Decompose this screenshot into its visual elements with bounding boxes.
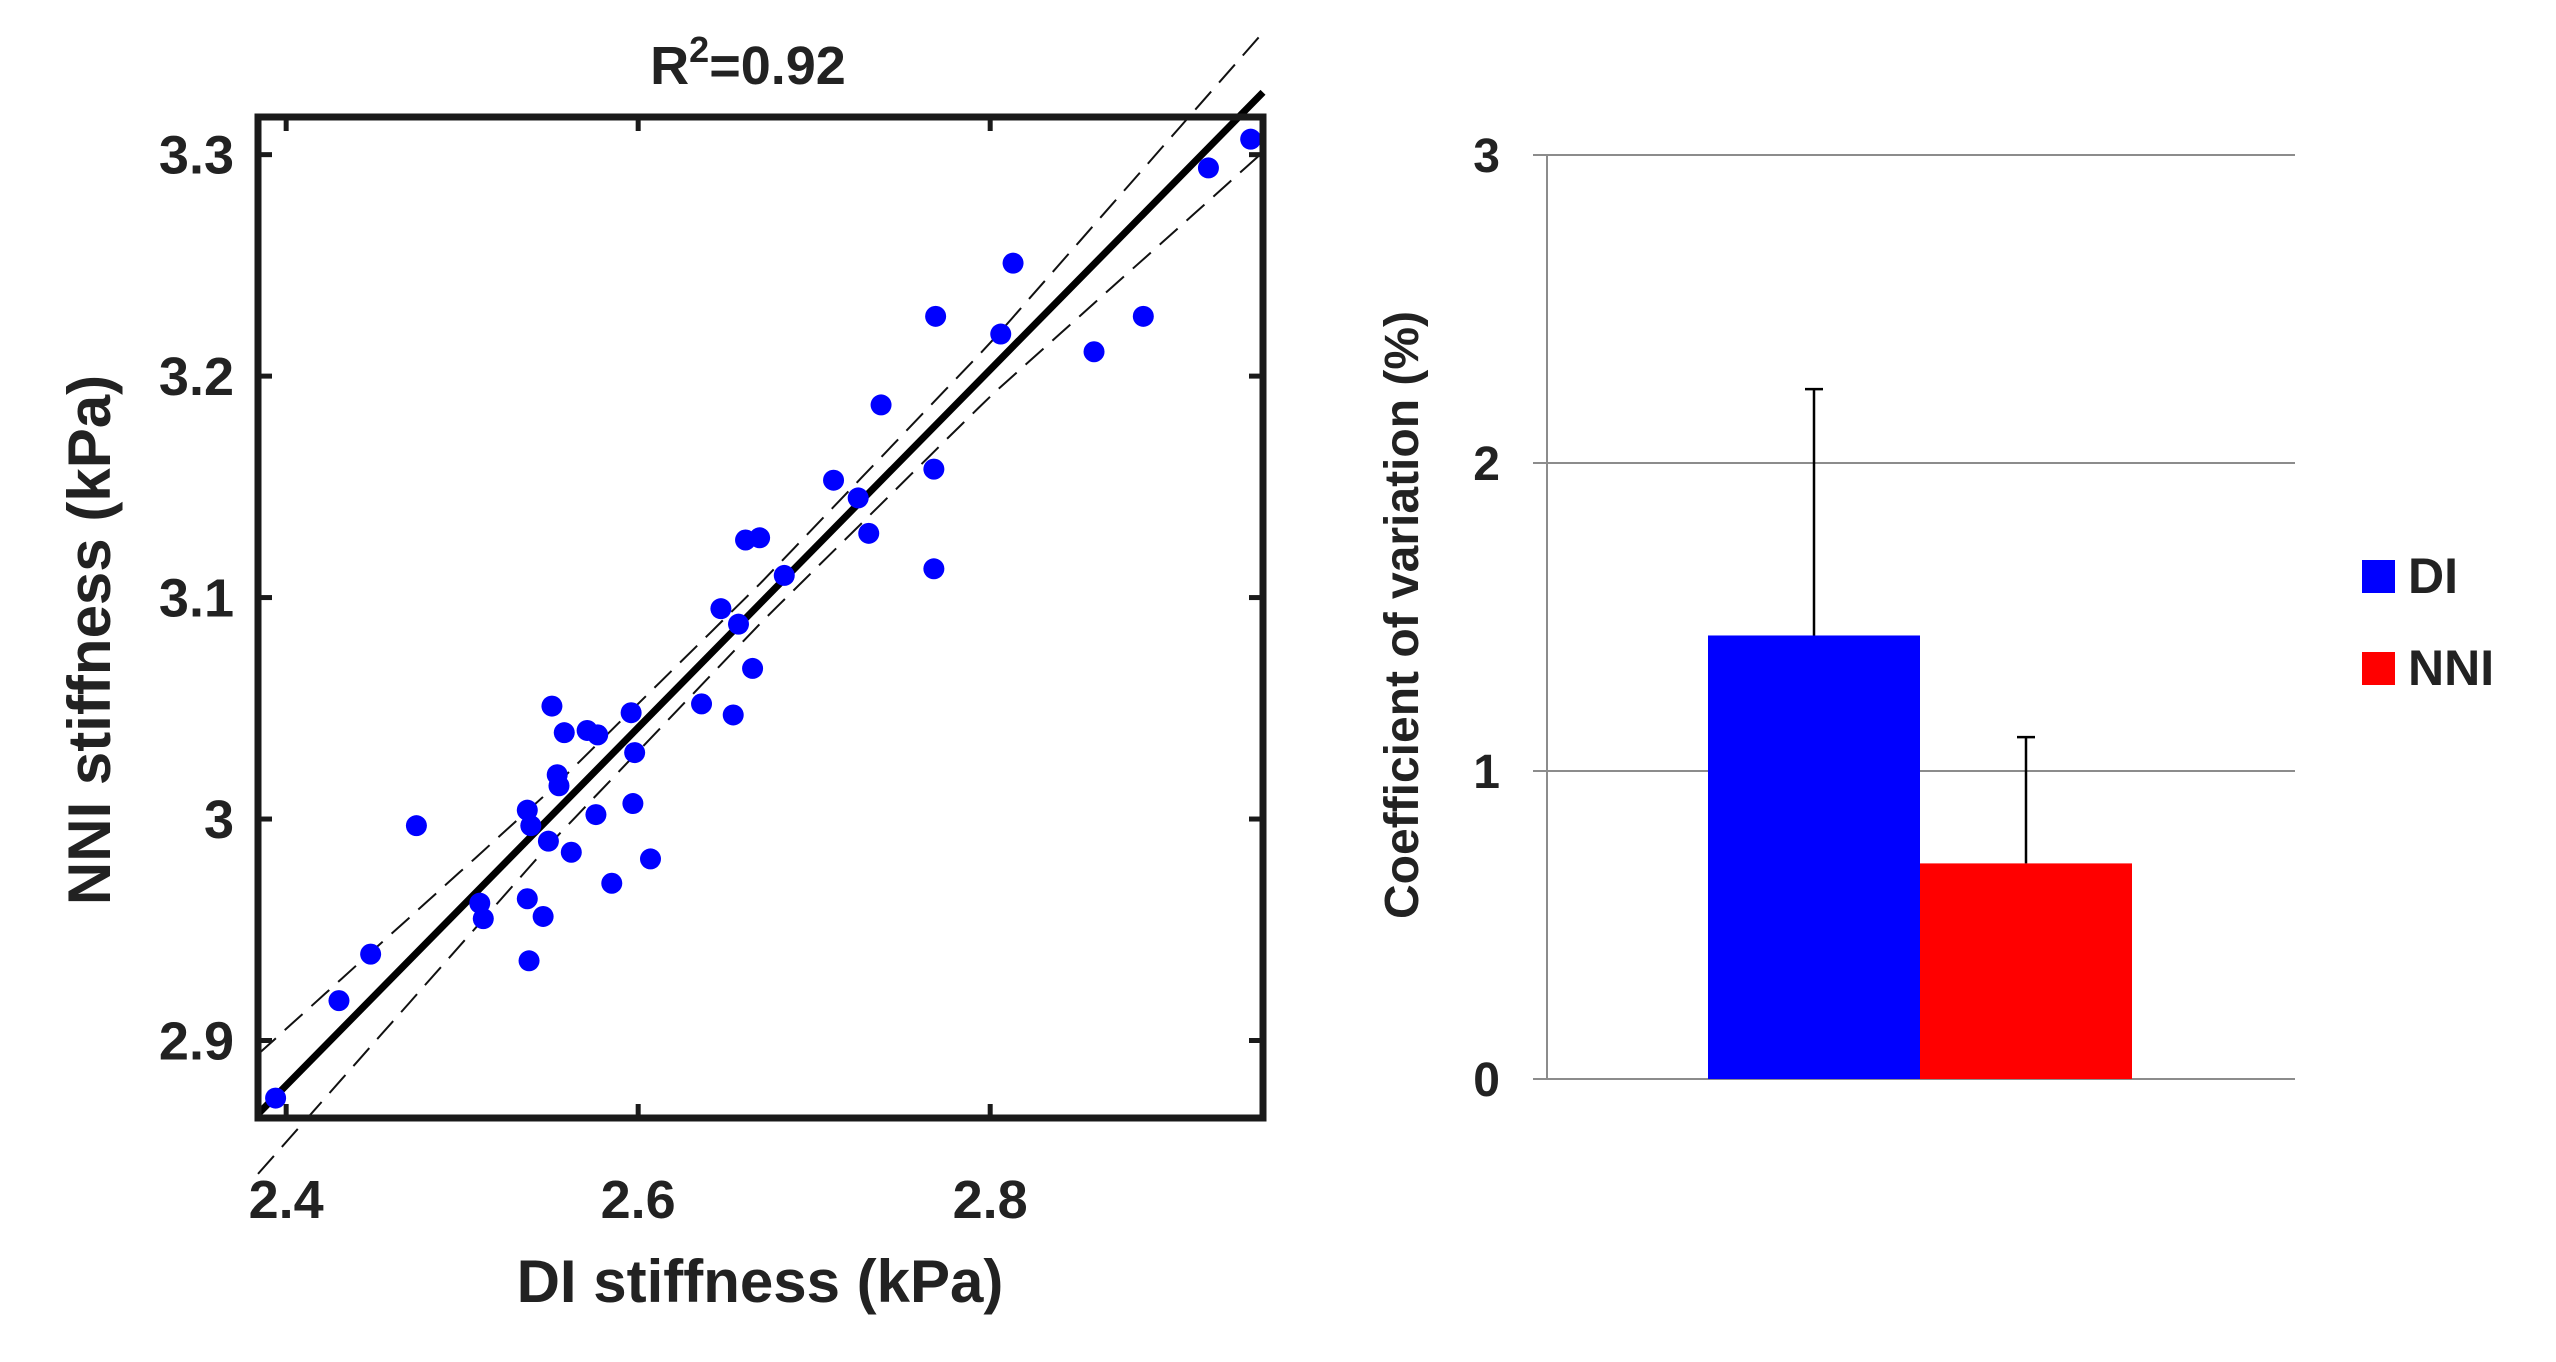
y-tick-label: 2 <box>1473 438 1500 491</box>
data-point <box>823 469 845 491</box>
x-tick-label: 2.8 <box>953 1170 1028 1230</box>
y-tick-label: 3.1 <box>159 569 234 629</box>
bar-di <box>1708 635 1920 1079</box>
data-point <box>360 943 382 965</box>
data-point <box>548 775 570 797</box>
data-point <box>1197 157 1219 179</box>
data-point <box>691 693 713 715</box>
bar-y-ticks: 0 1 2 3 <box>1473 130 1500 1107</box>
confidence-band <box>257 31 1264 1175</box>
data-point <box>622 793 644 815</box>
data-point <box>601 872 623 894</box>
legend-swatch-nni <box>2362 652 2395 685</box>
data-point <box>541 695 563 717</box>
data-point <box>1083 341 1105 363</box>
data-point <box>742 657 764 679</box>
scatter-points <box>265 128 1262 1109</box>
bar-chart: 0 1 2 3 Coefficient of variation (%) DI NNI <box>1376 130 2494 1107</box>
y-tick-label: 1 <box>1473 746 1500 799</box>
data-point <box>923 558 945 580</box>
data-point <box>923 458 945 480</box>
data-point <box>1240 128 1262 150</box>
data-point <box>532 905 554 927</box>
legend-label-di: DI <box>2408 548 2458 604</box>
data-point <box>1132 305 1154 327</box>
x-tick-label: 2.6 <box>601 1170 676 1230</box>
y-tick-label: 0 <box>1473 1054 1500 1107</box>
data-point <box>560 841 582 863</box>
data-point <box>639 848 661 870</box>
data-point <box>516 888 538 910</box>
data-point <box>1002 252 1024 274</box>
data-point <box>990 323 1012 345</box>
data-point <box>727 613 749 635</box>
data-point <box>518 950 540 972</box>
error-bars <box>1805 387 2035 864</box>
data-point <box>749 527 771 549</box>
data-point <box>722 704 744 726</box>
data-point <box>710 598 732 620</box>
data-point <box>925 305 947 327</box>
regression-line-group <box>255 89 1266 1117</box>
y-tick-label: 3 <box>1473 130 1500 183</box>
data-point <box>858 522 880 544</box>
lower-confidence-line <box>257 151 1264 1175</box>
scatter-x-axis-label: DI stiffness (kPa) <box>517 1248 1004 1315</box>
data-point <box>585 804 607 826</box>
scatter-title: R2=0.92 <box>650 29 846 96</box>
data-point <box>328 990 350 1012</box>
data-point <box>265 1087 287 1109</box>
y-tick-label: 3 <box>204 790 234 850</box>
data-point <box>773 564 795 586</box>
bar-y-axis-label: Coefficient of variation (%) <box>1376 311 1429 919</box>
x-tick-label: 2.4 <box>249 1170 324 1230</box>
data-point <box>405 815 427 837</box>
data-point <box>847 487 869 509</box>
bar-series <box>1708 635 2132 1079</box>
scatter-x-ticks: 2.4 2.6 2.8 <box>249 117 1028 1230</box>
bar-nni <box>1920 863 2132 1079</box>
legend-label-nni: NNI <box>2408 640 2494 696</box>
regression-line <box>255 89 1266 1117</box>
data-point <box>537 830 559 852</box>
legend: DI NNI <box>2362 548 2494 696</box>
legend-swatch-di <box>2362 560 2395 593</box>
data-point <box>472 908 494 930</box>
scatter-chart: R2=0.92 2.4 2.6 2.8 2.9 3 3.1 3.2 3.3 DI stiff… <box>56 29 1267 1315</box>
data-point <box>553 722 575 744</box>
y-tick-label: 3.3 <box>159 126 234 186</box>
scatter-y-ticks: 2.9 3 3.1 3.2 3.3 <box>159 126 1263 1071</box>
y-tick-label: 3.2 <box>159 347 234 407</box>
scatter-plot-frame <box>254 113 1267 1122</box>
data-point <box>870 394 892 416</box>
upper-confidence-line <box>257 31 1264 1056</box>
data-point <box>520 815 542 837</box>
data-point <box>587 724 609 746</box>
data-point <box>624 742 646 764</box>
data-point <box>620 702 642 724</box>
scatter-y-axis-label: NNI stiffness (kPa) <box>56 375 123 905</box>
y-tick-label: 2.9 <box>159 1011 234 1071</box>
